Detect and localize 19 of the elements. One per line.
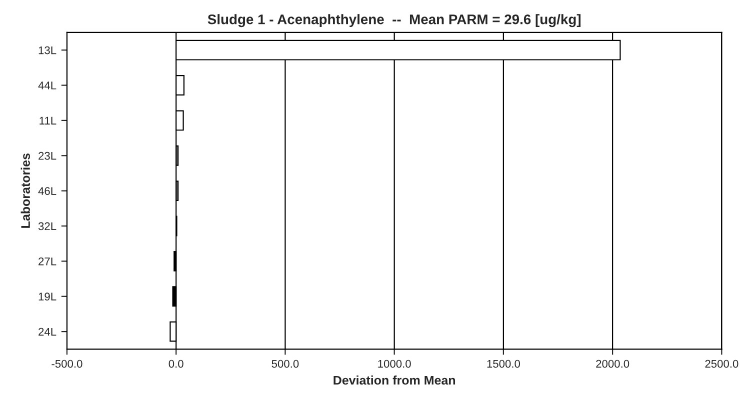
x-tick-label: 1000.0 xyxy=(378,360,411,368)
x-tick-label: -500.0 xyxy=(52,360,82,368)
y-tick-label: 32L xyxy=(38,222,56,230)
x-tick-label: 2000.0 xyxy=(596,360,630,368)
x-tick-label: 2500.0 xyxy=(705,360,738,368)
y-tick-label: 44L xyxy=(38,82,56,90)
y-tick-label: 11L xyxy=(40,116,56,124)
y-tick-label: 27L xyxy=(38,257,56,266)
y-axis-title: Laboratories xyxy=(20,153,30,228)
x-axis-title: Deviation from Mean xyxy=(334,375,456,385)
y-tick-label: 24L xyxy=(38,328,56,336)
x-tick-label: 500.0 xyxy=(272,360,299,368)
x-tick-label: 0.0 xyxy=(168,360,184,368)
y-tick-label: 46L xyxy=(38,187,56,195)
y-tick-label: 23L xyxy=(38,152,56,160)
y-tick-label: 19L xyxy=(38,292,56,301)
x-tick-label: 1500.0 xyxy=(487,360,520,368)
y-tick-label: 13L xyxy=(38,46,56,54)
chart-title: Sludge 1 - Acenaphthylene -- Mean PARM = 29.6 [ug/kg] xyxy=(208,14,581,28)
